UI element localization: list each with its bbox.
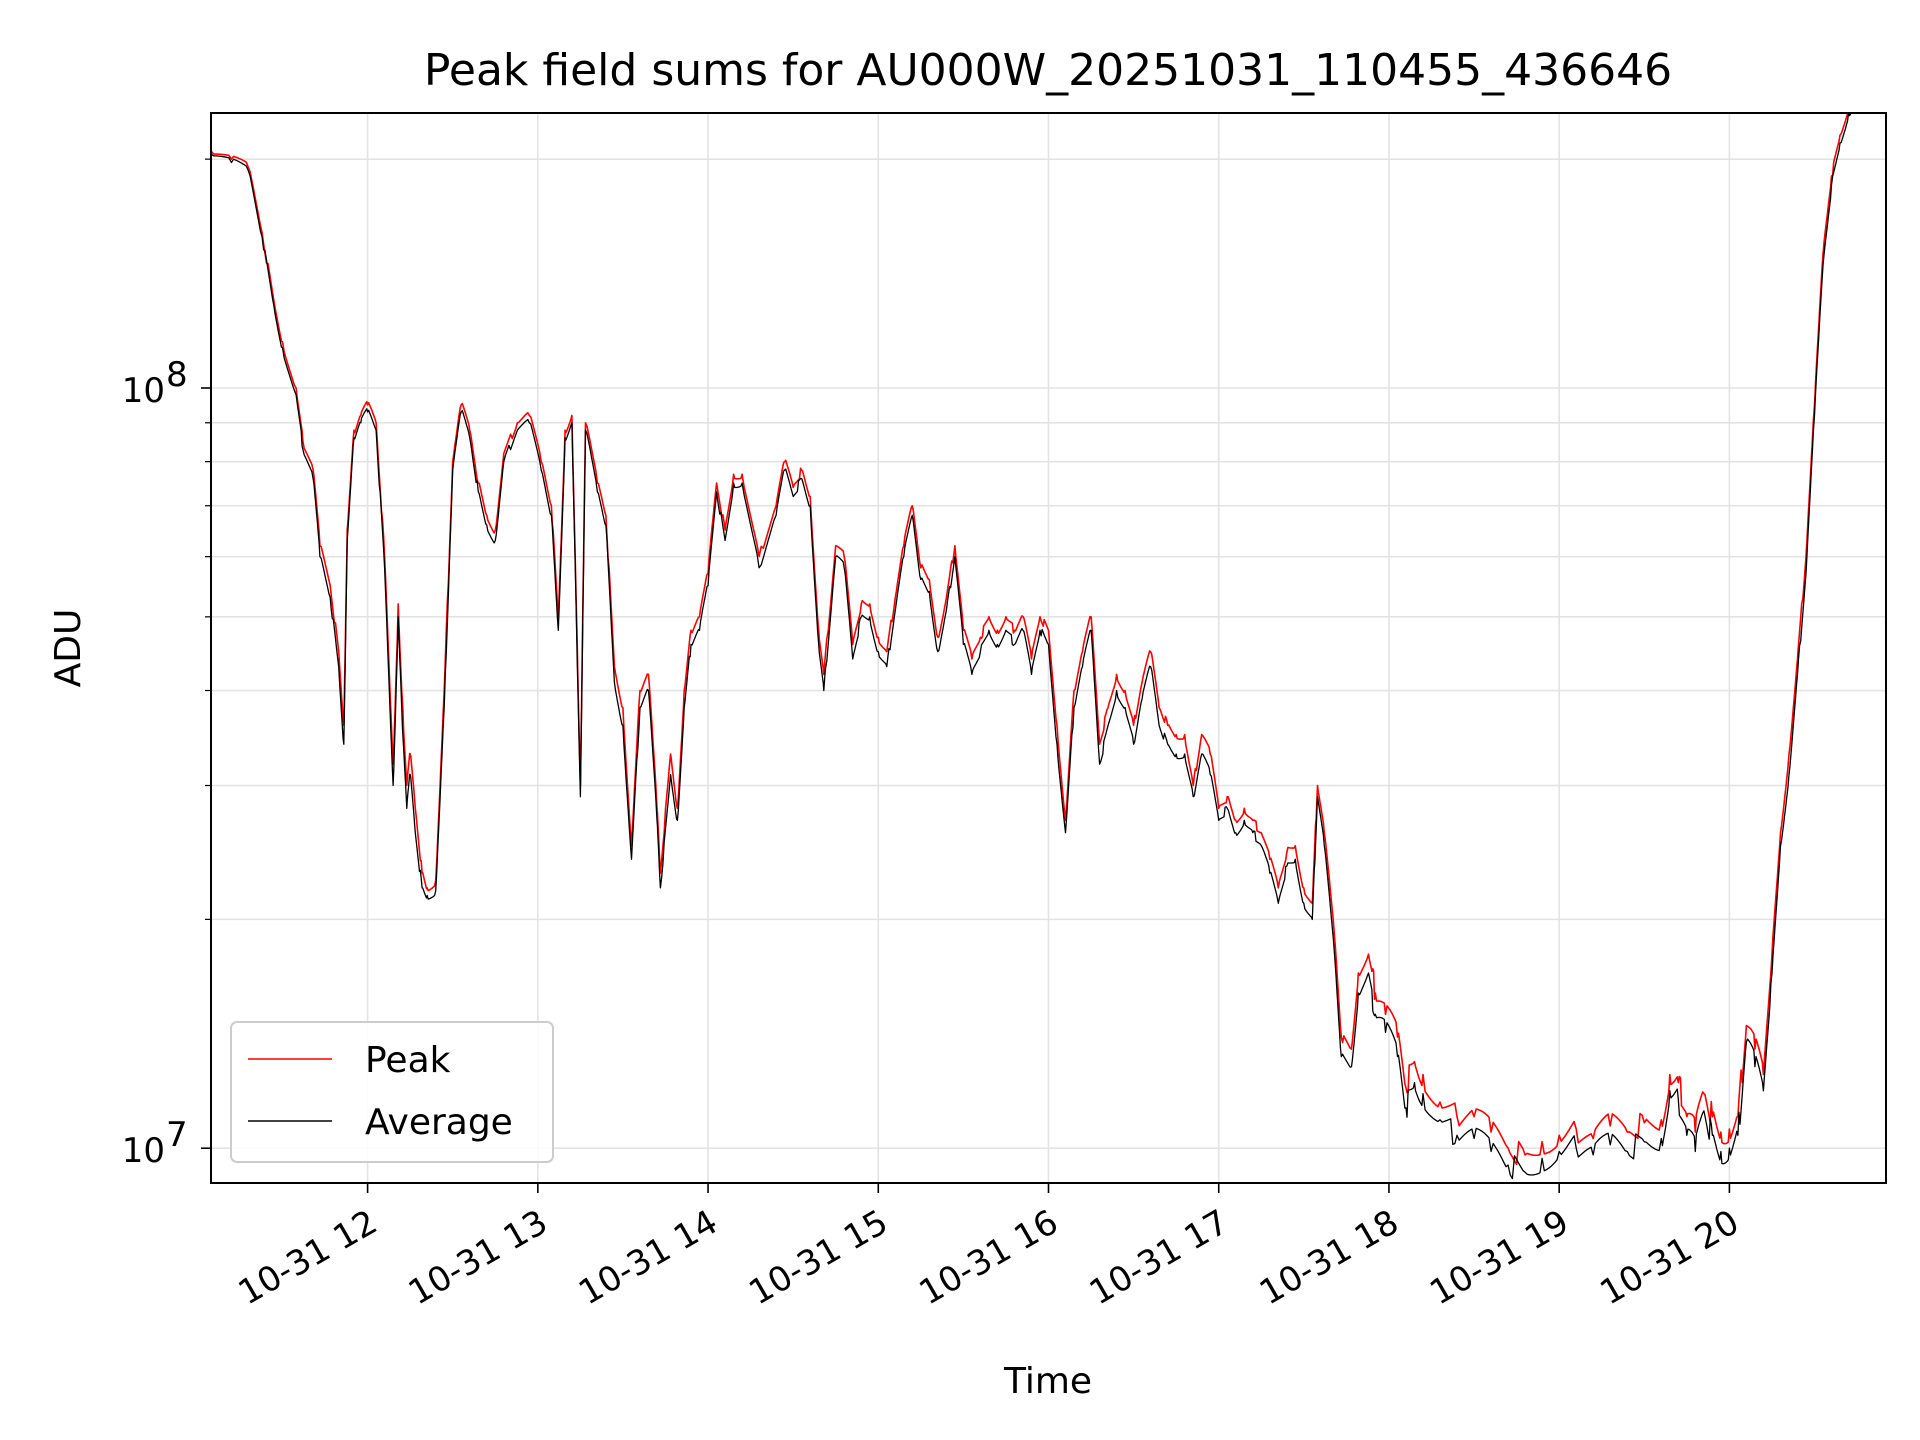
grid	[211, 113, 1886, 1183]
y-tick-label-exponent: 8	[166, 355, 188, 395]
x-axis-title: Time	[1003, 1361, 1092, 1402]
legend-box	[230, 1021, 554, 1163]
y-tick-label: 10	[122, 371, 165, 411]
y-tick-label-exponent: 7	[166, 1115, 188, 1155]
series-line-average	[211, 113, 1852, 1180]
chart-title: Peak field sums for AU000W_20251031_1104…	[424, 45, 1672, 96]
series-line-peak	[211, 113, 1849, 1166]
y-tick-label: 10	[122, 1131, 165, 1171]
y-axis-title: ADU	[48, 609, 89, 688]
legend: Peak Average	[230, 1021, 554, 1163]
legend-label-peak: Peak	[365, 1040, 451, 1081]
series-group	[211, 113, 1852, 1180]
legend-label-average: Average	[365, 1102, 513, 1143]
